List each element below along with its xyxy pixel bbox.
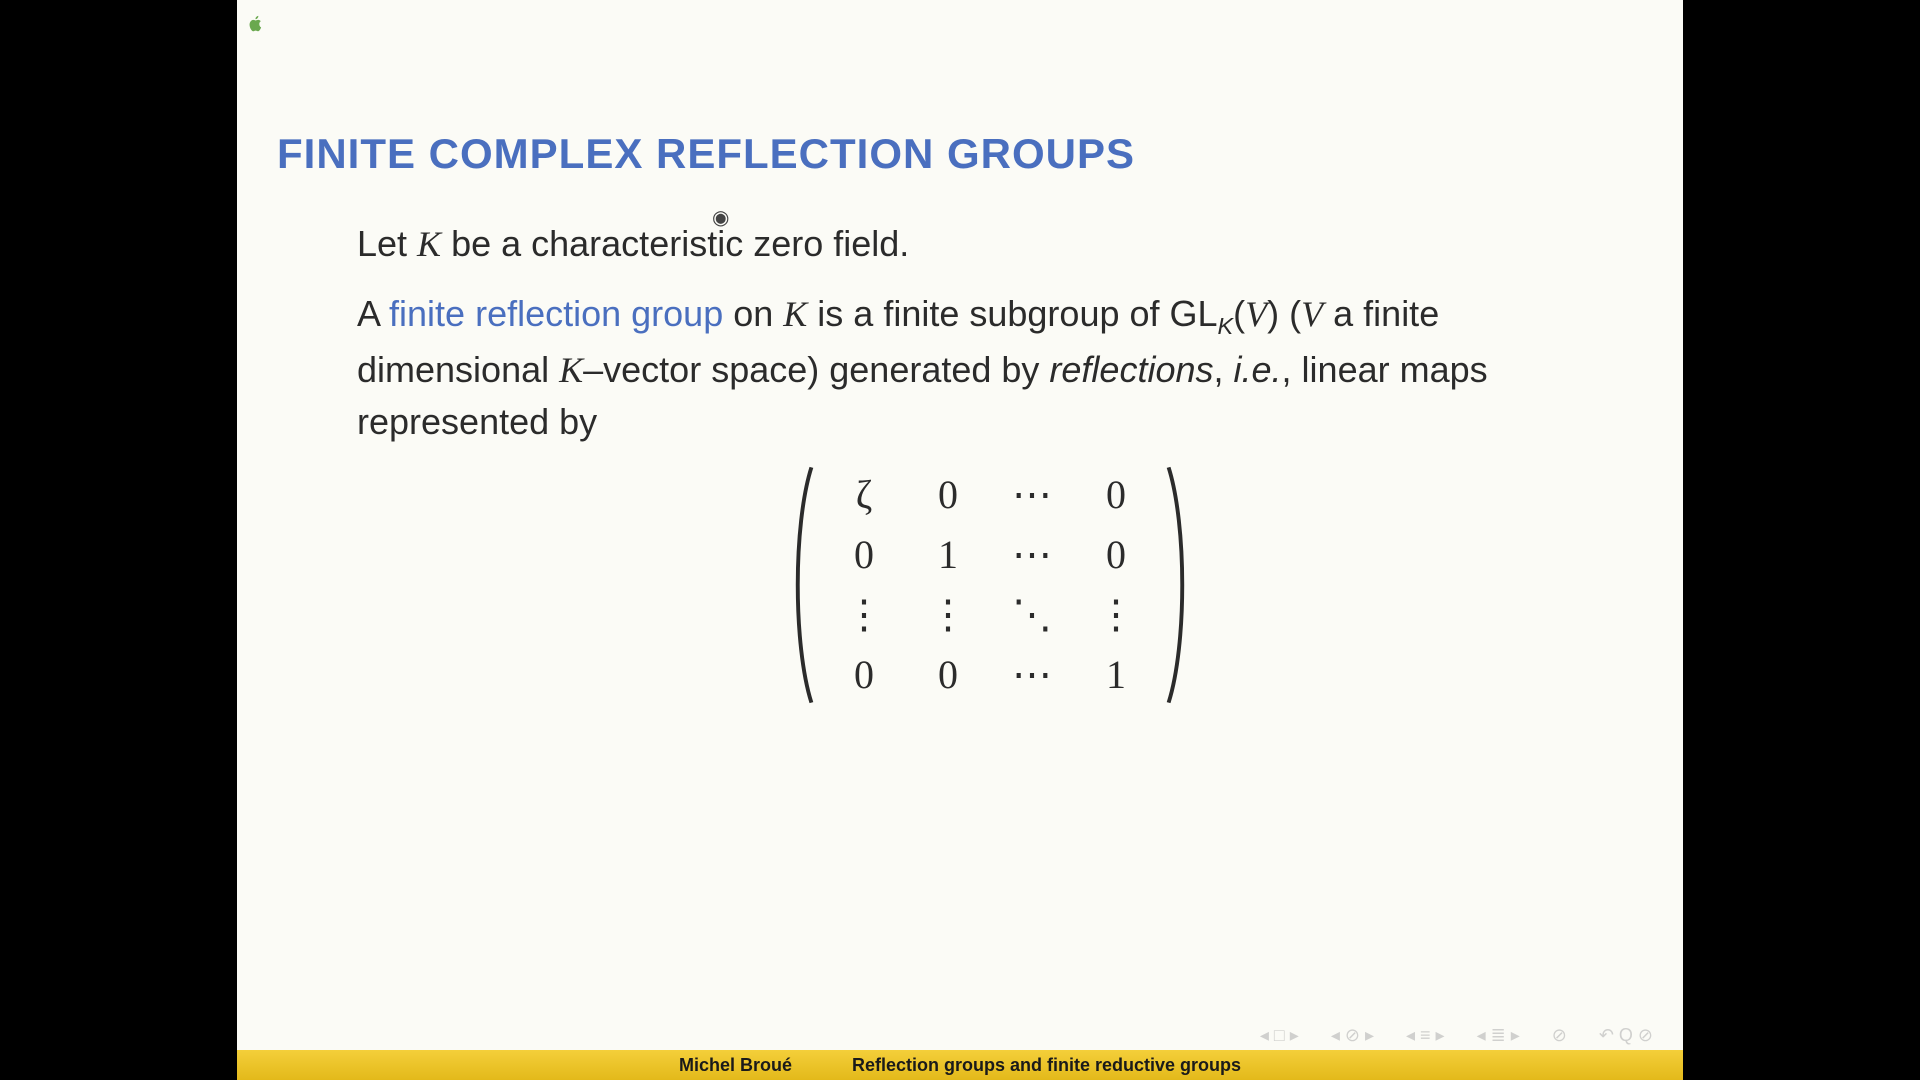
paragraph-1: Let K be a characteristic zero field. [357,218,1623,270]
slide-content: FINITE COMPLEX REFLECTION GROUPS Let K b… [277,130,1643,705]
slide-footer: Michel Broué Reflection groups and finit… [237,1050,1683,1080]
matrix-cell: 0 [1074,525,1158,585]
matrix-cell: ζ [822,465,906,525]
matrix-cell: ⋯ [990,465,1074,525]
matrix-table: ζ0⋯001⋯0⋮⋮⋱⋮00⋯1 [822,465,1158,705]
nav-frame-icon[interactable]: ◂ ⊘ ▸ [1331,1025,1374,1046]
beamer-nav-strip: ◂ □ ▸ ◂ ⊘ ▸ ◂ ≡ ▸ ◂ ≣ ▸ ⊘ ↶ Q ⊘ [1260,1025,1653,1046]
slide-title: FINITE COMPLEX REFLECTION GROUPS [277,130,1643,178]
nav-goto-icon[interactable]: ◂ □ ▸ [1260,1025,1299,1046]
matrix-cell: ⋯ [990,645,1074,705]
matrix-cell: 0 [822,645,906,705]
matrix-cell: ⋮ [822,585,906,645]
reflection-matrix: ζ0⋯001⋯0⋮⋮⋱⋮00⋯1 [357,465,1623,705]
matrix-cell: ⋯ [990,525,1074,585]
matrix-cell: 1 [1074,645,1158,705]
presentation-slide: ◉ FINITE COMPLEX REFLECTION GROUPS Let K… [237,0,1683,1080]
right-paren-icon [1166,465,1192,705]
matrix-cell: 0 [906,465,990,525]
nav-backfind-icon[interactable]: ↶ Q ⊘ [1599,1025,1653,1046]
nav-subsection-icon[interactable]: ◂ ≡ ▸ [1406,1025,1445,1046]
nav-section-icon[interactable]: ◂ ≣ ▸ [1477,1025,1520,1046]
nav-doc-icon[interactable]: ⊘ [1552,1025,1567,1046]
apple-menu-icon[interactable] [247,14,265,32]
matrix-cell: ⋱ [990,585,1074,645]
matrix-cell: ⋮ [906,585,990,645]
matrix-cell: 1 [906,525,990,585]
matrix-cell: 0 [1074,465,1158,525]
matrix-cell: ⋮ [1074,585,1158,645]
footer-talk-title: Reflection groups and finite reductive g… [852,1055,1241,1076]
matrix-cell: 0 [906,645,990,705]
slide-body: Let K be a characteristic zero field. A … [277,218,1643,705]
paragraph-2: A finite reflection group on K is a fini… [357,288,1623,447]
matrix-cell: 0 [822,525,906,585]
footer-author: Michel Broué [679,1055,792,1076]
left-paren-icon [788,465,814,705]
